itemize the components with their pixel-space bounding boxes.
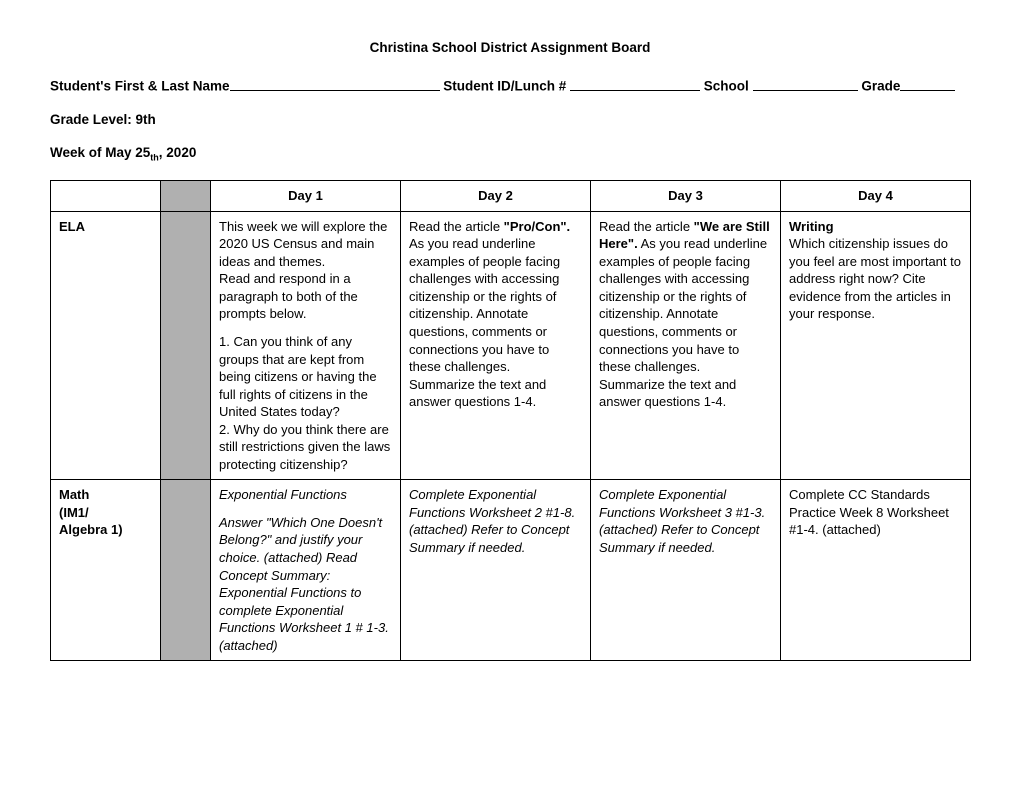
math-day1: Exponential Functions Answer "Which One … [211, 480, 401, 661]
header-day3: Day 3 [591, 181, 781, 212]
math-day4: Complete CC Standards Practice Week 8 Wo… [781, 480, 971, 661]
math-gap [161, 480, 211, 661]
header-day2: Day 2 [401, 181, 591, 212]
name-label: Student's First & Last Name [50, 79, 230, 94]
ela-day2: Read the article "Pro/Con". As you read … [401, 211, 591, 480]
grade-label: Grade [861, 79, 900, 94]
week-of: Week of May 25th, 2020 [50, 145, 970, 163]
table-header-row: Day 1 Day 2 Day 3 Day 4 [51, 181, 971, 212]
school-label: School [704, 79, 749, 94]
ela-day4: WritingWhich citizenship issues do you f… [781, 211, 971, 480]
math-day2: Complete Exponential Functions Worksheet… [401, 480, 591, 661]
ela-day1: This week we will explore the 2020 US Ce… [211, 211, 401, 480]
ela-gap [161, 211, 211, 480]
header-day4: Day 4 [781, 181, 971, 212]
math-row: Math(IM1/Algebra 1) Exponential Function… [51, 480, 971, 661]
grade-level: Grade Level: 9th [50, 112, 970, 127]
math-day3: Complete Exponential Functions Worksheet… [591, 480, 781, 661]
math-subject: Math(IM1/Algebra 1) [51, 480, 161, 661]
header-blank [51, 181, 161, 212]
header-gap [161, 181, 211, 212]
page-title: Christina School District Assignment Boa… [50, 40, 970, 55]
ela-row: ELA This week we will explore the 2020 U… [51, 211, 971, 480]
header-day1: Day 1 [211, 181, 401, 212]
ela-subject: ELA [51, 211, 161, 480]
ela-day3: Read the article "We are Still Here". As… [591, 211, 781, 480]
id-label: Student ID/Lunch # [443, 79, 566, 94]
student-info-line: Student's First & Last Name Student ID/L… [50, 77, 970, 94]
assignment-table: Day 1 Day 2 Day 3 Day 4 ELA This week we… [50, 180, 971, 661]
